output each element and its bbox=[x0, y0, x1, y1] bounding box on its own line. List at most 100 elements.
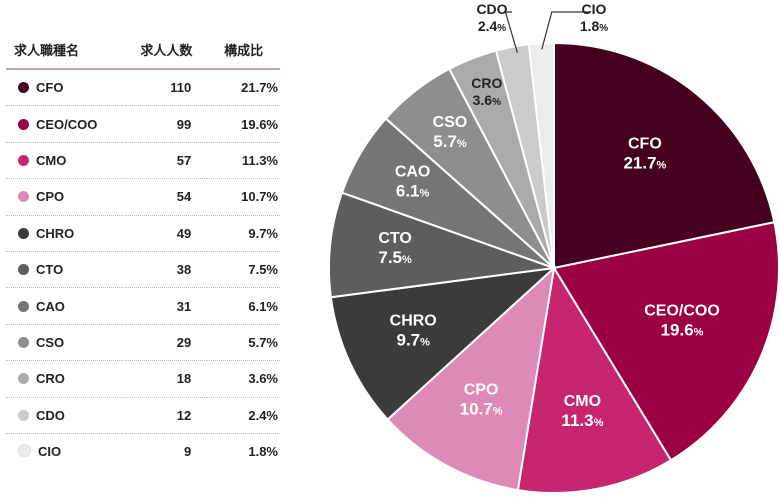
row-count: 9 bbox=[184, 444, 192, 460]
slice-percent-label: 5.7% bbox=[433, 132, 467, 151]
slice-category-label: CMO bbox=[564, 393, 601, 410]
table-row: CHRO 49 9.7% bbox=[6, 215, 280, 252]
slice-percent-label: 7.5% bbox=[378, 248, 412, 267]
legend-swatch-ceo-coo bbox=[18, 118, 29, 130]
pie-slice-cio bbox=[527, 41, 555, 269]
row-count: 29 bbox=[125, 324, 208, 362]
category-label: CEO/COO bbox=[36, 116, 98, 132]
pie-slice-cmo bbox=[516, 265, 673, 494]
slice-percent-value: 21.7 bbox=[623, 153, 656, 172]
slice-percent-label: 3.6% bbox=[473, 92, 501, 108]
row-count: 31 bbox=[125, 287, 208, 325]
leader-line-cio bbox=[541, 11, 590, 50]
table-row: CPO 54 10.7% bbox=[6, 178, 280, 216]
legend-swatch-cdo bbox=[18, 409, 29, 421]
slice-percent-label: 21.7% bbox=[623, 153, 666, 172]
slice-percent-unit: % bbox=[493, 406, 503, 418]
table-row: CDO 12 2.4% bbox=[6, 397, 280, 434]
slice-category-label: CPO bbox=[464, 382, 499, 399]
table-row: CEO/COO 99 19.6% bbox=[6, 105, 280, 143]
row-count: 38 bbox=[125, 251, 208, 289]
slice-percent-unit: % bbox=[420, 336, 430, 348]
slice-percent-value: 7.5 bbox=[378, 248, 402, 267]
row-category: CFO bbox=[6, 69, 126, 107]
slice-category-label: CTO bbox=[378, 230, 411, 247]
legend-swatch-cio bbox=[18, 444, 31, 458]
slice-category-label: CAO bbox=[395, 163, 431, 180]
slice-percent-unit: % bbox=[594, 417, 604, 429]
row-category: CEO/COO bbox=[6, 105, 126, 143]
header-count: 求人人数 bbox=[125, 30, 208, 70]
legend-swatch-cpo bbox=[18, 191, 29, 203]
row-ratio: 11.3% bbox=[207, 142, 280, 180]
row-ratio: 7.5% bbox=[207, 251, 280, 289]
table-header-row: 求人職種名 求人人数 構成比 bbox=[6, 30, 280, 70]
row-category: CAO bbox=[6, 287, 126, 325]
slice-category-label: CHRO bbox=[390, 312, 437, 329]
legend-swatch-cto bbox=[18, 264, 29, 276]
row-category: CHRO bbox=[6, 215, 126, 252]
legend-swatch-cro bbox=[18, 373, 29, 385]
slice-percent-value: 2.4 bbox=[478, 18, 498, 34]
slice-category-label: CRO bbox=[471, 75, 502, 91]
slice-category-label: CDO bbox=[476, 1, 507, 17]
table-row: CAO 31 6.1% bbox=[6, 287, 280, 325]
table-row: CIO 9 1.8% bbox=[6, 433, 280, 469]
data-table-container: 求人職種名 求人人数 構成比 CFO 110 21.7% CEO/COO 99 19.6%… bbox=[6, 30, 280, 469]
legend-swatch-cso bbox=[18, 336, 29, 348]
row-category: CTO bbox=[6, 251, 126, 289]
slice-percent-value: 11.3 bbox=[561, 411, 593, 430]
row-category: CDO bbox=[6, 397, 126, 434]
slice-percent-unit: % bbox=[657, 159, 667, 171]
slice-percent-label: 19.6% bbox=[661, 321, 704, 340]
slice-percent-unit: % bbox=[420, 187, 430, 199]
data-table: 求人職種名 求人人数 構成比 CFO 110 21.7% CEO/COO 99 19.6%… bbox=[6, 30, 280, 469]
row-category: CIO bbox=[6, 433, 126, 469]
legend-swatch-cfo bbox=[18, 82, 29, 94]
table-row: CSO 29 5.7% bbox=[6, 324, 280, 362]
slice-percent-label: 6.1% bbox=[396, 181, 430, 200]
table-row: CFO 110 21.7% bbox=[6, 69, 280, 107]
row-count: 18 bbox=[125, 360, 208, 398]
header-job-title: 求人職種名 bbox=[6, 30, 126, 70]
row-count: 12 bbox=[125, 397, 208, 434]
row-category: CSO bbox=[6, 324, 126, 362]
slice-category-label: CEO/COO bbox=[644, 303, 720, 320]
table-row: CRO 18 3.6% bbox=[6, 360, 280, 398]
slice-percent-label: 9.7% bbox=[396, 330, 430, 349]
row-ratio: 9.7% bbox=[207, 215, 280, 252]
slice-category-label: CFO bbox=[628, 135, 662, 152]
category-label: CFO bbox=[36, 80, 64, 96]
row-category: CPO bbox=[6, 178, 126, 216]
row-count: 99 bbox=[125, 105, 208, 143]
slice-percent-value: 6.1 bbox=[396, 181, 420, 200]
slice-percent-unit: % bbox=[457, 138, 467, 150]
legend-swatch-cao bbox=[18, 300, 29, 312]
slice-category-label: CSO bbox=[433, 114, 468, 131]
slice-percent-unit: % bbox=[402, 254, 412, 266]
slice-percent-value: 9.7 bbox=[396, 330, 420, 349]
slice-percent-value: 19.6 bbox=[661, 321, 694, 340]
slice-percent-label: 10.7% bbox=[460, 400, 503, 419]
category-label: CSO bbox=[36, 334, 65, 350]
pie-slice-cfo bbox=[553, 41, 776, 270]
header-ratio: 構成比 bbox=[207, 30, 280, 70]
pie-chart-svg: CFO21.7%CEO/COO19.6%CMO11.3%CPO10.7%CHRO… bbox=[328, 1, 780, 494]
row-category: CMO bbox=[6, 142, 126, 180]
row-count: 57 bbox=[125, 142, 208, 180]
legend-swatch-chro bbox=[18, 227, 29, 239]
row-ratio: 6.1% bbox=[207, 287, 280, 325]
table-row: CMO 57 11.3% bbox=[6, 142, 280, 180]
slice-percent-value: 10.7 bbox=[460, 400, 493, 419]
leader-line-cdo bbox=[504, 11, 518, 53]
category-label: CAO bbox=[36, 298, 65, 314]
